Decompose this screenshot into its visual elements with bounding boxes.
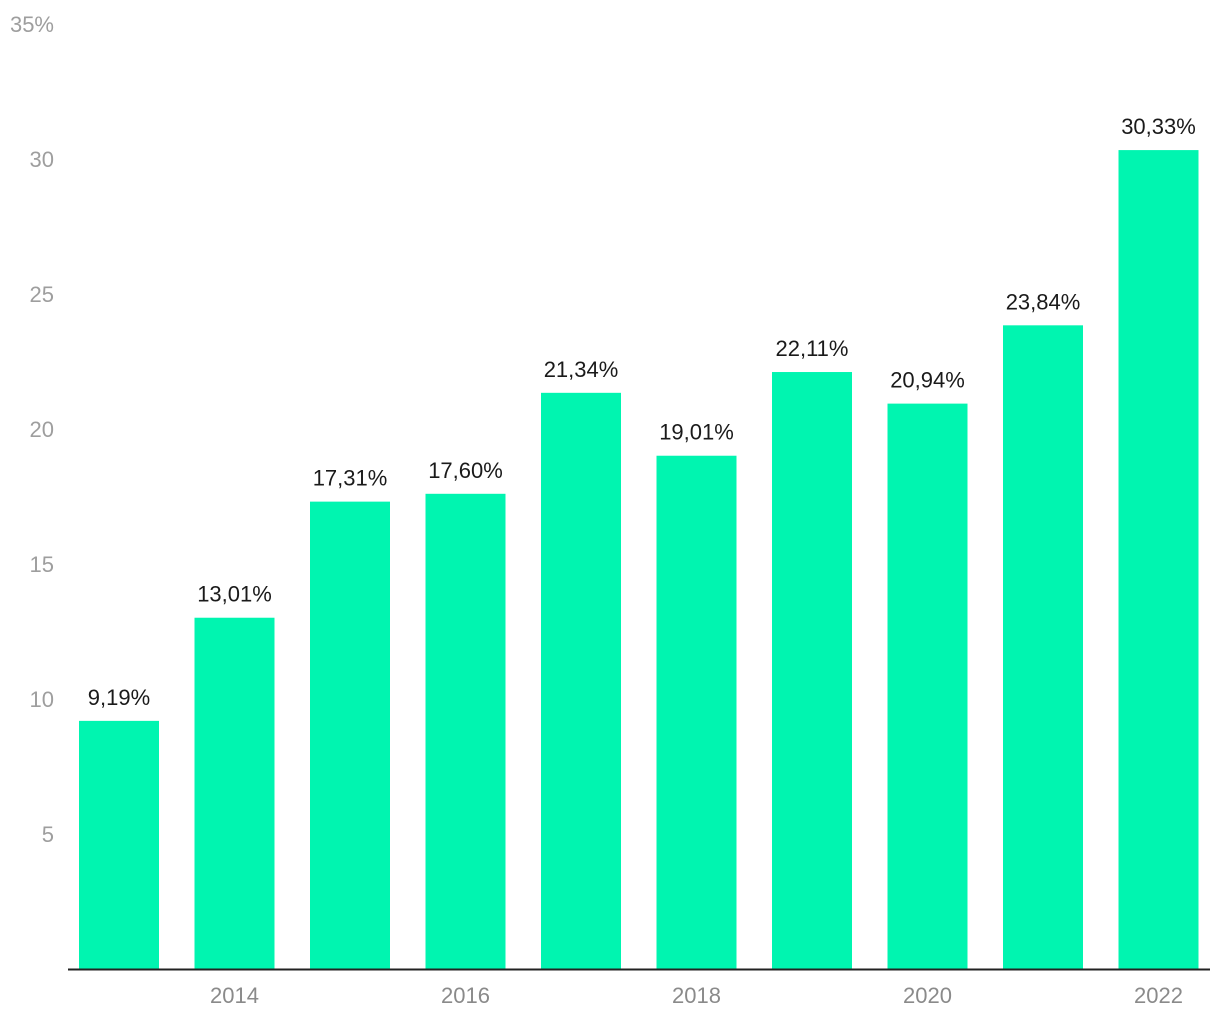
- data-label: 17,60%: [428, 458, 503, 483]
- bar: [772, 372, 852, 969]
- data-label: 17,31%: [313, 466, 388, 491]
- data-label: 22,11%: [776, 336, 849, 361]
- y-axis-tick-labels: 5 10 15 20 25 30 35%: [10, 12, 54, 847]
- bar: [541, 392, 621, 969]
- x-tick-label: 2020: [903, 983, 952, 1008]
- data-labels: 9,19% 13,01% 17,31% 17,60% 21,34% 19,01% 22,11…: [88, 114, 1196, 710]
- bar: [1003, 325, 1083, 969]
- x-axis-tick-labels: 2014 2016 2018 2020 2022: [210, 983, 1183, 1008]
- x-tick-label: 2022: [1134, 983, 1183, 1008]
- bars: [79, 150, 1199, 970]
- data-label: 20,94%: [890, 368, 965, 393]
- data-label: 21,34%: [544, 357, 619, 382]
- bar: [1118, 150, 1199, 970]
- data-label: 30,33%: [1121, 114, 1196, 139]
- x-tick-label: 2016: [441, 983, 490, 1008]
- data-label: 13,01%: [197, 582, 272, 607]
- y-tick-label: 20: [30, 417, 54, 442]
- y-tick-label: 30: [30, 147, 54, 172]
- bar: [310, 501, 390, 969]
- data-label: 23,84%: [1006, 289, 1081, 314]
- y-tick-label: 15: [30, 552, 54, 577]
- y-tick-label: 35%: [10, 12, 54, 37]
- data-label: 19,01%: [659, 420, 734, 445]
- bar: [194, 617, 275, 969]
- x-tick-label: 2014: [210, 983, 259, 1008]
- y-tick-label: 10: [30, 687, 54, 712]
- y-tick-label: 5: [42, 822, 54, 847]
- data-label: 9,19%: [88, 685, 150, 710]
- y-tick-label: 25: [30, 282, 54, 307]
- x-tick-label: 2018: [672, 983, 721, 1008]
- bar: [656, 455, 737, 970]
- bar: [79, 720, 159, 969]
- bar: [887, 403, 968, 969]
- bar: [425, 493, 506, 969]
